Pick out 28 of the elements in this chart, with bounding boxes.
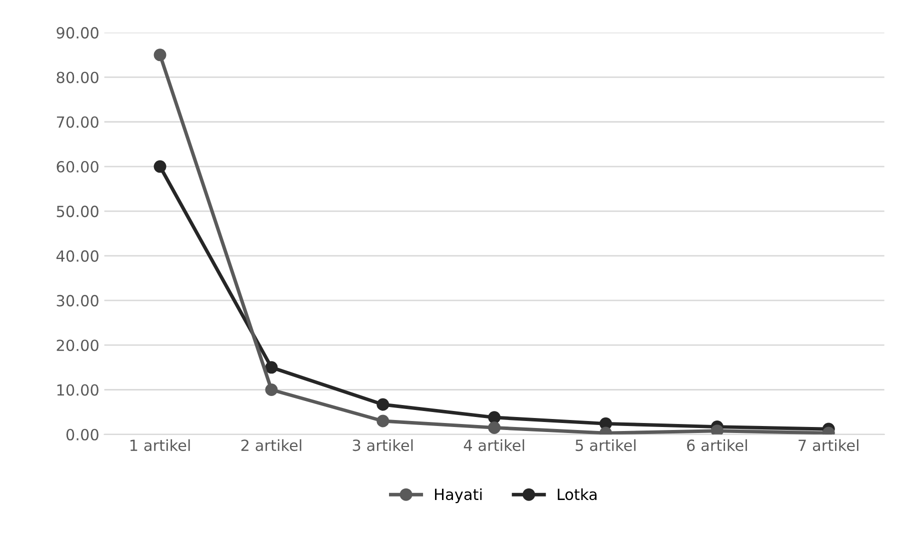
y-tick-label: 90.00 <box>56 27 98 39</box>
y-tick-label: 10.00 <box>57 384 98 396</box>
x-tick-label: 7 artikel <box>798 439 858 452</box>
x-tick-label: 4 artikel <box>464 439 524 452</box>
x-tick-label: 2 artikel <box>241 439 302 452</box>
point <box>154 160 166 173</box>
x-tick-label: 3 artikel <box>352 439 413 452</box>
y-tick-label: 60.00 <box>56 160 98 173</box>
x-tick-label: 5 artikel <box>576 439 636 452</box>
point <box>265 361 278 374</box>
legend-label: Lotka <box>558 488 596 500</box>
point <box>154 48 166 62</box>
point <box>376 398 390 411</box>
y-tick-label: 30.00 <box>56 294 98 306</box>
y-tick-label: 40.00 <box>56 250 98 262</box>
y-tick-label: 50.00 <box>56 206 98 218</box>
y-tick-label: 20.00 <box>56 340 98 352</box>
point <box>488 421 501 434</box>
point <box>376 414 390 428</box>
x-tick-label: 6 artikel <box>687 439 747 452</box>
point <box>488 411 501 424</box>
y-tick-label: 0.00 <box>66 428 98 440</box>
point <box>265 384 278 396</box>
legend-label: Hayati <box>435 488 482 504</box>
x-tick-label: 1 artikel <box>130 439 190 452</box>
y-tick-label: 70.00 <box>56 116 98 128</box>
point <box>710 424 724 434</box>
y-tick-label: 80.00 <box>56 72 98 84</box>
